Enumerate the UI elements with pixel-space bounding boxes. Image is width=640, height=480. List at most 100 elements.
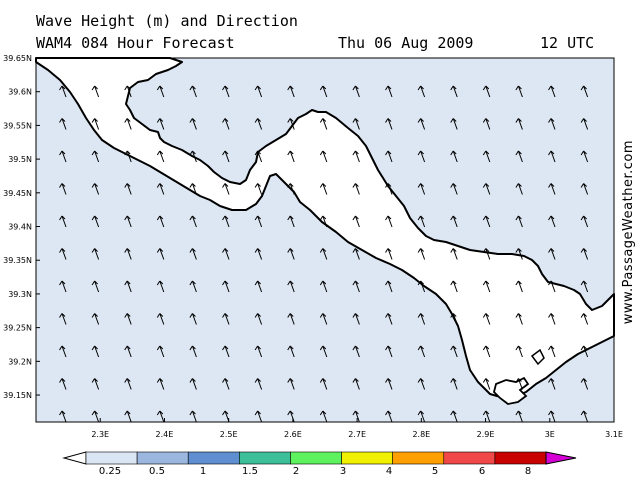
wave-arrow (482, 248, 491, 260)
wave-arrow (59, 150, 67, 163)
wave-arrow (580, 410, 589, 423)
wave-arrow (319, 248, 328, 260)
legend-swatch (392, 451, 445, 465)
wave-arrow (189, 150, 197, 163)
wave-arrow (124, 410, 132, 423)
wave-direction-arrows (59, 85, 589, 423)
wave-arrow (548, 378, 556, 390)
wave-arrow (222, 378, 230, 390)
wave-arrow (124, 280, 132, 293)
legend-swatch (239, 451, 291, 465)
wave-arrow (287, 313, 295, 325)
wave-arrow (189, 410, 197, 423)
legend-label: 6 (479, 466, 485, 477)
wave-arrow (417, 85, 426, 98)
wave-arrow (287, 410, 295, 423)
wave-arrow (254, 85, 263, 98)
wave-arrow (59, 248, 67, 260)
wave-arrow (515, 150, 523, 163)
lon-label: 2.4E (156, 430, 174, 439)
wave-arrow (515, 85, 523, 98)
wave-arrow (450, 410, 458, 423)
wave-arrow (91, 85, 100, 98)
lon-label: 2.8E (412, 430, 430, 439)
wave-arrow (254, 118, 263, 130)
wave-arrow (254, 183, 263, 195)
wave-arrow (254, 280, 263, 293)
wave-arrow (59, 183, 67, 195)
wave-arrow (385, 150, 393, 163)
lat-label: 39.25N (3, 324, 32, 333)
legend-label: 3 (340, 466, 346, 477)
wave-arrow (548, 345, 556, 358)
wave-arrow (417, 215, 426, 228)
wave-arrow (91, 313, 100, 325)
wave-arrow (482, 215, 491, 228)
wave-arrow (515, 183, 523, 195)
wave-arrow (91, 150, 100, 163)
lat-label: 39.45N (3, 189, 32, 198)
wave-arrow (222, 215, 230, 228)
wave-arrow (124, 378, 132, 390)
wave-arrow (156, 150, 165, 163)
wave-arrow (91, 345, 100, 358)
wave-arrow (222, 150, 230, 163)
wave-arrow (59, 378, 67, 390)
wave-arrow (156, 410, 165, 423)
wave-arrow (124, 248, 132, 260)
legend-swatch (136, 451, 189, 465)
wave-arrow (91, 280, 100, 293)
wave-arrow (385, 345, 393, 358)
wave-arrow (417, 345, 426, 358)
lat-label: 39.4N (8, 223, 32, 232)
wave-arrow (352, 280, 360, 293)
wave-arrow (417, 248, 426, 260)
legend-label: 0.25 (99, 466, 121, 477)
wave-arrow (352, 313, 360, 325)
wave-arrow (515, 215, 523, 228)
wave-arrow (385, 85, 393, 98)
wave-arrow (580, 215, 589, 228)
wave-arrow (91, 183, 100, 195)
legend-label: 4 (386, 466, 392, 477)
wave-arrow (91, 118, 100, 130)
wave-arrow (482, 183, 491, 195)
wave-arrow (385, 280, 393, 293)
wave-arrow (91, 410, 100, 423)
lat-label: 39.65N (3, 54, 32, 63)
wave-arrow (580, 378, 589, 390)
lat-label: 39.2N (8, 357, 32, 366)
wave-arrow (482, 345, 491, 358)
wave-arrow (156, 183, 165, 195)
legend-label: 2 (293, 466, 299, 477)
wave-arrow (222, 313, 230, 325)
lon-label: 2.3E (91, 430, 109, 439)
wave-arrow (254, 313, 263, 325)
wave-arrow (189, 215, 197, 228)
wave-arrow (189, 183, 197, 195)
islet-small (530, 348, 545, 366)
wave-arrow (352, 248, 360, 260)
wave-arrow (417, 118, 426, 130)
chart-title: Wave Height (m) and Direction (36, 12, 298, 30)
wave-arrow (189, 378, 197, 390)
wave-arrow (450, 118, 458, 130)
longitude-labels: 2.3E 2.4E 2.5E 2.6E 2.7E 2.8E 2.9E 3E 3.1E (91, 418, 623, 439)
wave-arrow (319, 345, 328, 358)
wave-arrow (59, 345, 67, 358)
wave-arrow (352, 410, 360, 423)
wave-arrow (515, 378, 523, 390)
wave-arrow (287, 183, 295, 195)
wave-arrow (385, 118, 393, 130)
legend-label: 8 (525, 466, 531, 477)
legend-swatch (62, 451, 87, 465)
wave-arrow (548, 118, 556, 130)
wave-arrow (156, 345, 165, 358)
wave-arrow (91, 378, 100, 390)
wave-arrow (580, 248, 589, 260)
legend-swatch (290, 451, 342, 465)
wave-arrow (352, 183, 360, 195)
wave-arrow (59, 410, 67, 423)
wave-arrow (222, 183, 230, 195)
